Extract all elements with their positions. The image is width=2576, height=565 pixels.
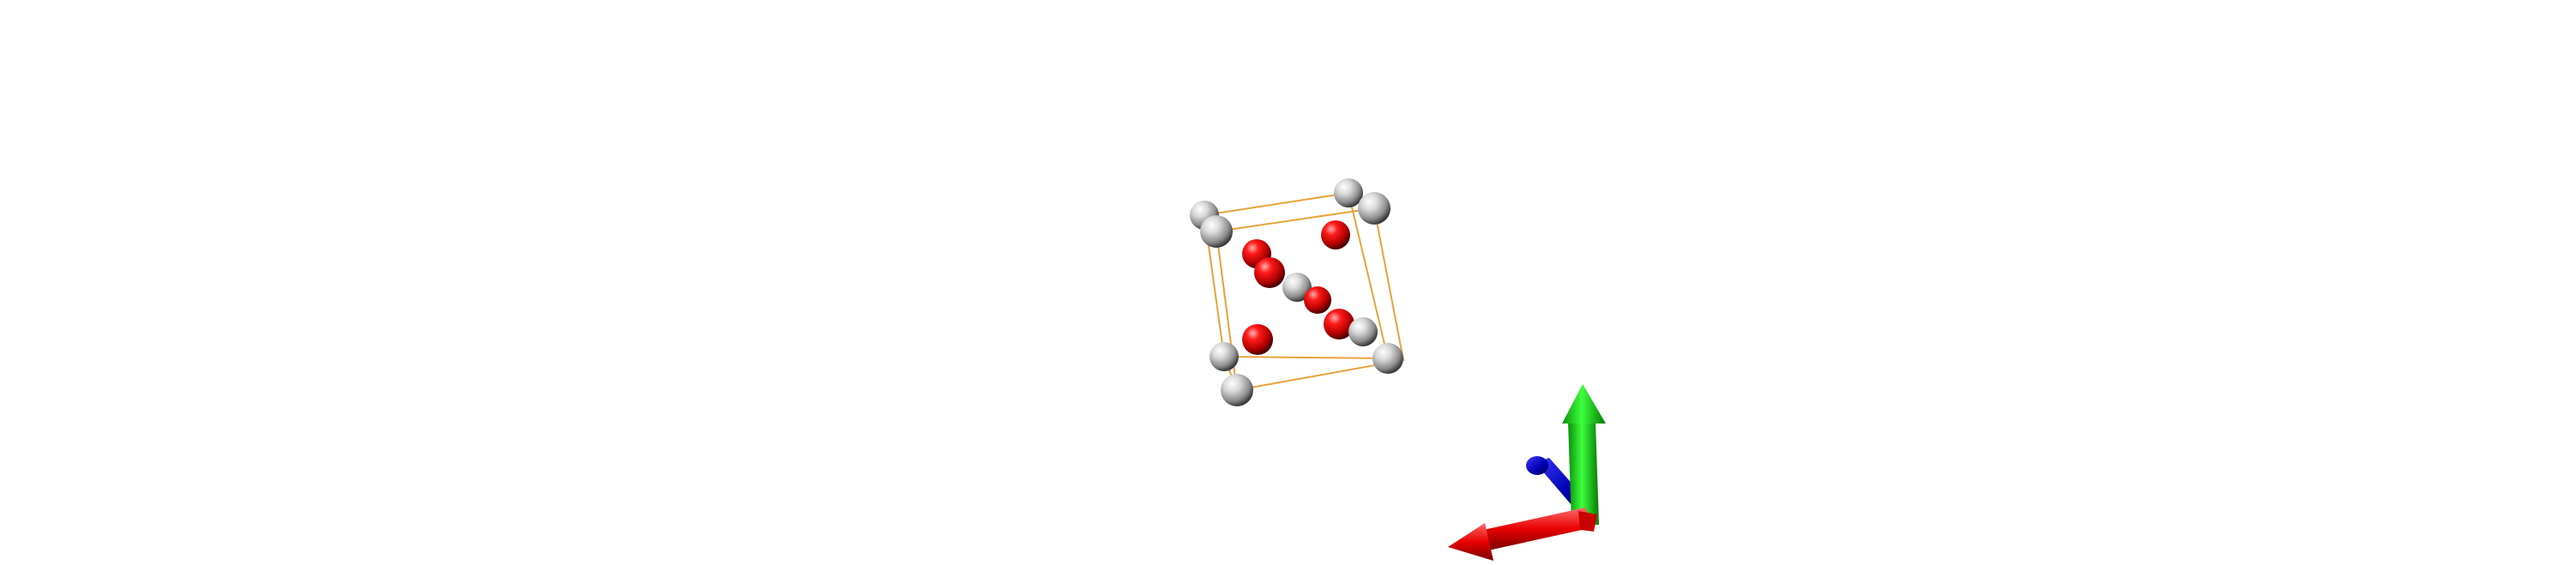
atom-red[interactable] <box>1321 220 1350 249</box>
atom-white[interactable] <box>1358 192 1391 225</box>
atoms <box>1190 178 1403 406</box>
atom-red[interactable] <box>1254 257 1285 288</box>
atom-white[interactable] <box>1372 343 1403 374</box>
atom-white[interactable] <box>1282 273 1312 302</box>
y-axis-arrow <box>1562 384 1606 525</box>
atom-red[interactable] <box>1324 309 1354 340</box>
atom-white[interactable] <box>1200 215 1233 248</box>
atom-white[interactable] <box>1348 317 1378 346</box>
atom-white[interactable] <box>1334 178 1363 207</box>
x-axis-arrow <box>1448 508 1597 561</box>
atom-white[interactable] <box>1221 374 1253 406</box>
atom-red[interactable] <box>1242 324 1273 355</box>
atom-red[interactable] <box>1304 286 1331 314</box>
axis-triad[interactable] <box>1448 384 1606 561</box>
atom-white[interactable] <box>1210 342 1239 371</box>
